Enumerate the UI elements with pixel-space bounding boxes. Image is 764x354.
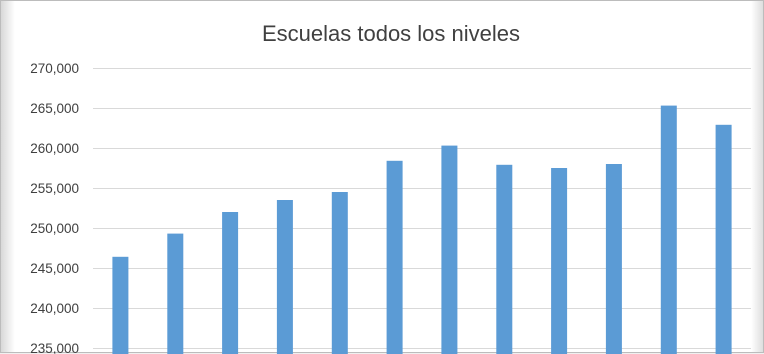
y-tick-label: 270,000 (30, 61, 79, 76)
bar (660, 105, 677, 354)
bar (112, 256, 129, 354)
y-axis-tick-labels: 270,000 265,000 260,000 255,000 250,000 245,0… (30, 61, 79, 354)
gridlines (93, 68, 751, 349)
bar (276, 200, 293, 354)
bar (167, 233, 184, 354)
bar (222, 212, 239, 354)
bar (331, 192, 348, 354)
bar (551, 168, 568, 354)
chart-title: Escuelas todos los niveles (262, 21, 520, 46)
y-tick-label: 255,000 (30, 181, 79, 196)
bar (496, 164, 513, 354)
y-tick-label: 250,000 (30, 221, 79, 236)
bar (386, 160, 403, 354)
y-tick-label: 245,000 (30, 261, 79, 276)
bar (715, 124, 732, 354)
bars (112, 105, 732, 354)
bar (605, 164, 622, 354)
y-tick-label: 235,000 (30, 341, 79, 354)
bar (441, 145, 458, 354)
y-tick-label: 240,000 (30, 301, 79, 316)
y-tick-label: 265,000 (30, 101, 79, 116)
y-tick-label: 260,000 (30, 141, 79, 156)
